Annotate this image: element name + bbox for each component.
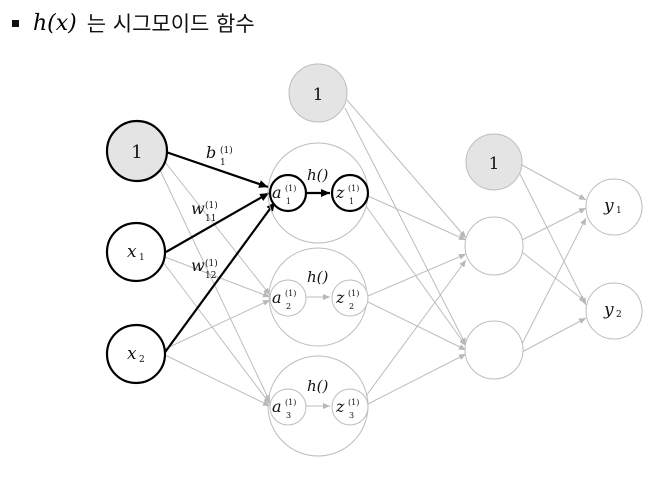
- node-label: 1: [139, 253, 145, 263]
- node-label: y: [603, 196, 614, 216]
- node-label: (1): [285, 398, 296, 407]
- hidden-bias-node: 1: [289, 64, 347, 122]
- node-label: h(): [307, 166, 329, 184]
- highlighted-connections: [163, 152, 330, 355]
- node-label: 3: [286, 411, 291, 420]
- node-label: z: [335, 397, 345, 416]
- hidden2-connections: [520, 165, 586, 352]
- node-label: 12: [205, 271, 216, 281]
- node-label: a: [272, 397, 282, 416]
- node-label: 1: [220, 158, 226, 168]
- node-label: 1: [616, 206, 622, 216]
- node-label: (1): [348, 398, 359, 407]
- node-label: z: [335, 288, 345, 307]
- node-label: h(): [307, 377, 329, 395]
- node-label: b: [206, 143, 216, 162]
- node-label: (1): [285, 289, 296, 298]
- node-label: h(): [307, 268, 329, 286]
- node-label: (1): [220, 145, 233, 156]
- node-label: 1: [489, 154, 500, 174]
- second-bias-node: 1: [466, 134, 522, 190]
- node-label: x: [127, 344, 137, 364]
- second-layer-node-1: [465, 217, 523, 275]
- node-label: 1: [131, 142, 142, 163]
- node-label: 11: [205, 214, 216, 224]
- node-label: 2: [616, 310, 622, 320]
- output-node-y1: y 1: [586, 179, 642, 235]
- node-label: 2: [139, 355, 145, 365]
- node-label: 2: [349, 302, 354, 311]
- node-label: (1): [205, 258, 218, 269]
- node-label: 2: [286, 302, 291, 311]
- output-node-y2: y 2: [586, 283, 642, 339]
- node-label: 1: [286, 197, 291, 206]
- node-label: (1): [348, 289, 359, 298]
- node-label: a: [272, 183, 282, 202]
- node-label: w: [191, 256, 205, 275]
- node-label: 1: [313, 85, 324, 105]
- hidden1-connections: [345, 100, 466, 404]
- node-label: z: [335, 183, 345, 202]
- weight-label-w12: w (1) 12: [191, 256, 218, 281]
- input-node-x1: x 1: [107, 223, 165, 281]
- weight-label-b: b (1) 1: [206, 143, 233, 168]
- input-bias-node: 1: [107, 121, 167, 181]
- node-label: 3: [349, 411, 354, 420]
- weight-label-w11: w (1) 11: [191, 199, 218, 224]
- node-label: w: [191, 199, 205, 218]
- node-label: a: [272, 288, 282, 307]
- second-layer-node-2: [465, 321, 523, 379]
- node-label: (1): [205, 200, 218, 211]
- node-label: y: [603, 300, 614, 320]
- node-label: 1: [349, 197, 354, 206]
- node-label: (1): [348, 184, 359, 193]
- input-node-x2: x 2: [107, 325, 165, 383]
- node-label: x: [127, 242, 137, 262]
- node-label: (1): [285, 184, 296, 193]
